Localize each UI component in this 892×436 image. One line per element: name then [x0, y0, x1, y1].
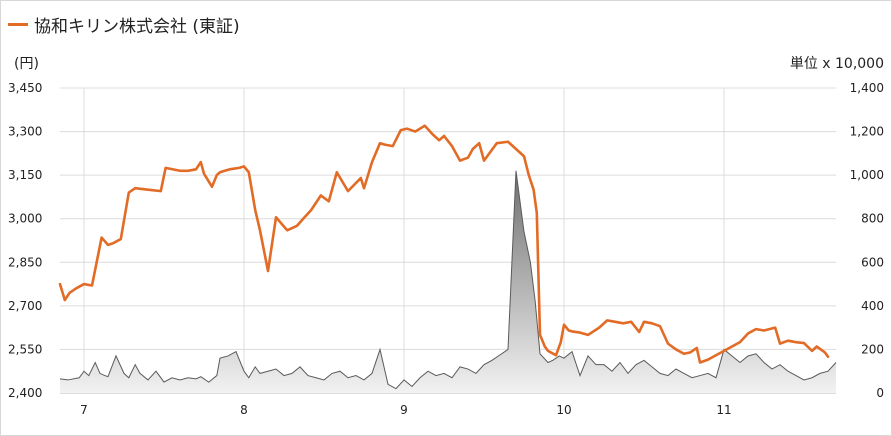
y-left-tick-label: 3,150	[8, 168, 42, 182]
x-tick-label: 11	[716, 403, 731, 417]
y-left-tick-label: 2,400	[8, 386, 42, 400]
volume-area	[60, 170, 836, 393]
x-tick-label: 9	[400, 403, 408, 417]
y-left-tick-label: 2,550	[8, 342, 42, 356]
y-right-tick-label: 600	[861, 255, 884, 269]
y-right-tick-label: 200	[861, 342, 884, 356]
x-tick-label: 10	[556, 403, 571, 417]
y-right-tick-label: 0	[876, 386, 884, 400]
x-tick-label: 8	[240, 403, 248, 417]
y-right-tick-label: 1,400	[850, 81, 884, 95]
y-left-tick-label: 3,300	[8, 125, 42, 139]
y-right-tick-label: 400	[861, 299, 884, 313]
legend: 協和キリン株式会社 (東証)	[8, 12, 240, 37]
y-left-tick-label: 2,850	[8, 255, 42, 269]
x-tick-label: 7	[80, 403, 88, 417]
legend-swatch	[8, 23, 28, 26]
legend-label: 協和キリン株式会社 (東証)	[34, 17, 240, 37]
y-left-tick-label: 2,700	[8, 299, 42, 313]
price-line	[58, 124, 830, 364]
y-left-tick-label: 3,450	[8, 81, 42, 95]
y-right-tick-label: 1,000	[850, 168, 884, 182]
y-right-tick-label: 800	[861, 212, 884, 226]
volume-line	[59, 170, 837, 390]
left-axis-unit: (円)	[14, 56, 39, 72]
y-right-tick-label: 1,200	[850, 125, 884, 139]
right-axis-unit: 単位 x 10,000	[789, 56, 884, 72]
y-left-tick-label: 3,000	[8, 212, 42, 226]
